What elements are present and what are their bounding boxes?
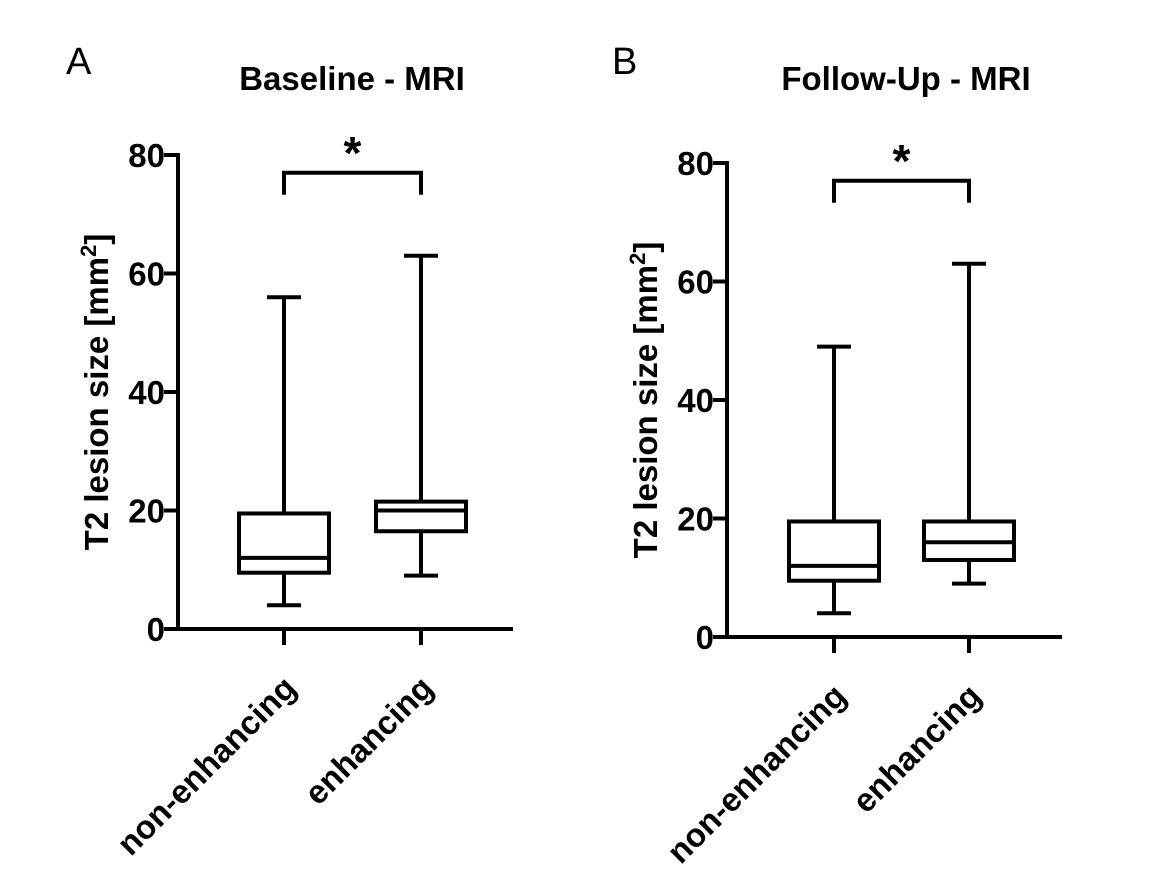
significance-bracket	[282, 170, 423, 195]
panel-letter: A	[66, 41, 92, 83]
y-tick-label: 40	[128, 374, 165, 411]
category-label: enhancing	[845, 677, 988, 820]
panel-a: A Baseline - MRI T2 lesion size [mm2] 0 20 40…	[66, 41, 513, 862]
y-tick-label: 80	[677, 145, 714, 182]
significance-bracket	[832, 178, 971, 203]
y-tick-label: 40	[677, 382, 714, 419]
y-axis-label-end: ]	[78, 234, 115, 245]
y-tick-label: 60	[128, 256, 165, 293]
chart-title: Follow-Up - MRI	[781, 60, 1030, 97]
iqr-box	[374, 499, 468, 534]
panel-b: B Follow-Up - MRI T2 lesion size [mm2] 0 20 4…	[612, 41, 1062, 870]
y-tick-label: 60	[677, 264, 714, 301]
category-label: enhancing	[297, 669, 440, 812]
panel-letter: B	[612, 41, 637, 83]
iqr-box	[787, 519, 881, 583]
chart-title: Baseline - MRI	[239, 60, 465, 97]
y-axis-label-end: ]	[627, 242, 664, 253]
y-axis-label-text: T2 lesion size [mm	[78, 257, 115, 550]
y-tick-label: 20	[677, 501, 714, 538]
y-tick-label: 0	[147, 611, 165, 648]
y-tick-label: 80	[128, 137, 165, 174]
y-axis-label-superscript: 2	[625, 253, 650, 265]
y-tick-label: 0	[696, 619, 714, 656]
category-label: non-enhancing	[110, 669, 303, 862]
y-tick-label: 20	[128, 493, 165, 530]
significance-marker: *	[344, 127, 362, 179]
y-axis-label: T2 lesion size [mm2]	[76, 234, 115, 551]
y-axis-label-superscript: 2	[76, 245, 101, 257]
significance-marker: *	[893, 135, 911, 187]
category-label: non-enhancing	[660, 677, 853, 870]
y-axis-label: T2 lesion size [mm2]	[625, 242, 664, 559]
y-axis-label-text: T2 lesion size [mm	[627, 265, 664, 558]
iqr-box	[237, 511, 331, 575]
